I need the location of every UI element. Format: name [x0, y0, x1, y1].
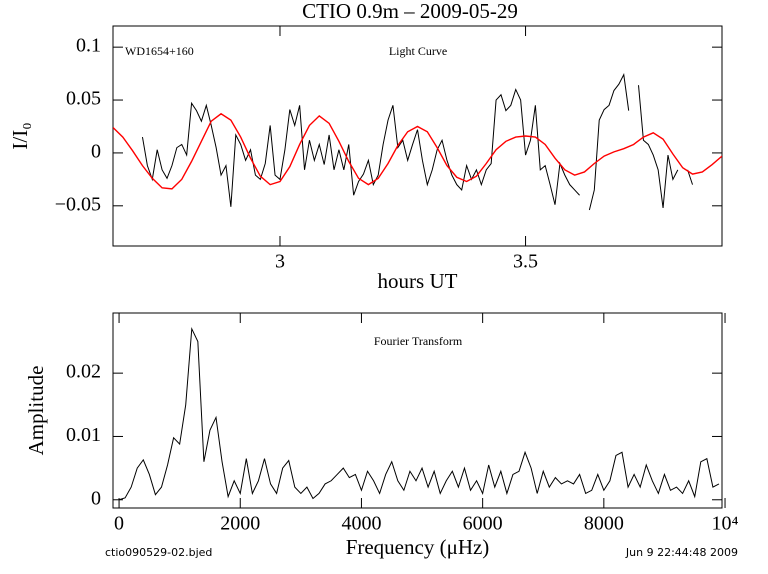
data-line: [118, 326, 720, 501]
x-tick-label: 2000: [220, 513, 260, 535]
chart-title: CTIO 0.9m – 2009-05-29: [302, 0, 518, 23]
x-tick-label: 6000: [463, 513, 503, 535]
y-tick-label: 0: [91, 487, 101, 509]
footer-file: ctio090529-02.bjed: [105, 546, 212, 559]
y-axis-label: Amplitude: [24, 366, 48, 456]
x-tick-label: 3.5: [513, 251, 538, 273]
plot-frame: [112, 312, 723, 509]
x-axis-label: hours UT: [378, 269, 458, 293]
y-tick-label: 0.01: [66, 424, 101, 446]
x-tick-label: 4000: [341, 513, 381, 535]
y-tick-label: −0.05: [55, 193, 101, 215]
annotation: WD1654+160: [125, 44, 194, 58]
y-tick-label: 0.1: [76, 35, 101, 57]
y-tick-label: 0.05: [66, 88, 101, 110]
data-line: [113, 112, 722, 190]
plot-frame: [112, 25, 723, 247]
y-axis-label: I/I₀: [8, 122, 32, 149]
y-tick-label: 0.02: [66, 361, 101, 383]
x-tick-label: 10⁴: [712, 513, 739, 535]
annotation: Light Curve: [389, 44, 447, 58]
x-tick-label: 8000: [584, 513, 624, 535]
y-tick-label: 0: [91, 141, 101, 163]
x-tick-label: 3: [275, 251, 285, 273]
x-tick-label: 0: [114, 513, 124, 535]
data-line: [141, 73, 694, 211]
footer-date: Jun 9 22:44:48 2009: [625, 546, 738, 559]
annotation: Fourier Transform: [374, 334, 463, 348]
x-axis-label: Frequency (μHz): [346, 535, 490, 559]
